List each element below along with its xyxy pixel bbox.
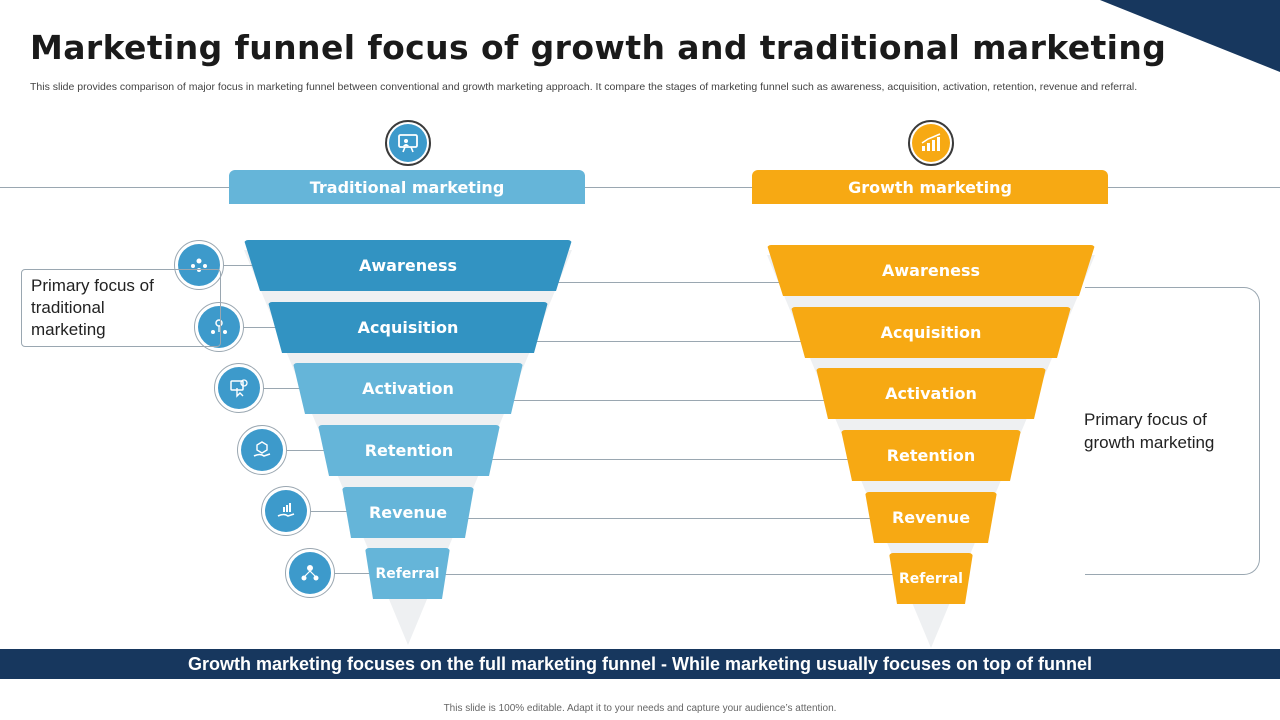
traditional-stage-retention: Retention [318,425,500,476]
growth-marketing-header: Growth marketing [752,170,1108,204]
acquisition-user-icon [194,302,244,352]
icon-connector-3 [264,388,305,389]
stage-connector-awareness [556,282,783,283]
activation-click-icon [214,363,264,413]
footer-note: This slide is 100% editable. Adapt it to… [443,703,837,714]
growth-stage-retention: Retention [841,430,1021,481]
growth-stage-activation: Activation [816,368,1046,419]
growth-stage-awareness: Awareness [767,245,1095,296]
corner-accent [1100,0,1280,72]
growth-stage-acquisition: Acquisition [791,307,1071,358]
page-subtitle: This slide provides comparison of major … [30,81,1138,93]
growth-stage-referral: Referral [889,553,973,604]
growth-focus-bracket [1085,287,1260,575]
stage-connector-acquisition [534,341,805,342]
stage-connector-revenue [465,518,874,519]
stage-connector-retention [489,459,852,460]
traditional-stage-awareness: Awareness [244,240,572,291]
audience-icon [174,240,224,290]
traditional-stage-referral: Referral [365,548,450,599]
stage-connector-activation [511,400,828,401]
stage-connector-referral [442,574,897,575]
traditional-marketing-header: Traditional marketing [229,170,585,204]
traditional-stage-revenue: Revenue [342,487,474,538]
traditional-stage-acquisition: Acquisition [268,302,548,353]
traditional-stage-activation: Activation [293,363,523,414]
icon-connector-6 [335,573,373,574]
page-title: Marketing funnel focus of growth and tra… [30,28,1167,67]
summary-banner: Growth marketing focuses on the full mar… [0,649,1280,679]
growth-chart-icon [908,120,954,166]
traditional-focus-text: Primary focus of traditional marketing [31,276,154,339]
tv-presenter-icon [385,120,431,166]
header-divider [0,187,1280,188]
revenue-hand-icon [261,486,311,536]
icon-connector-2 [244,327,282,328]
growth-focus-callout: Primary focus of growth marketing [1084,408,1244,454]
icon-connector-4 [287,450,329,451]
referral-network-icon [285,548,335,598]
icon-connector-1 [224,265,260,266]
growth-stage-revenue: Revenue [865,492,997,543]
icon-connector-5 [311,511,351,512]
retention-hand-icon [237,425,287,475]
traditional-focus-callout: Primary focus of traditional marketing [21,269,221,347]
